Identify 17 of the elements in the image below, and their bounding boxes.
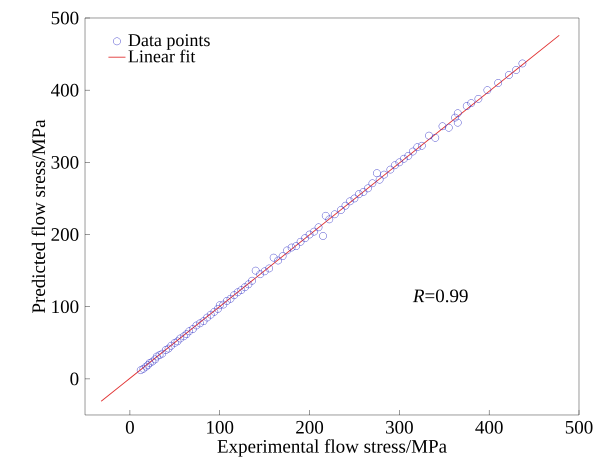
x-tick-label: 0 (126, 420, 134, 434)
x-tick-label: 300 (386, 420, 413, 434)
legend-label: Data points (128, 34, 210, 50)
x-tick-label: 100 (207, 420, 234, 434)
y-tick-label: 200 (51, 228, 78, 241)
y-tick-label: 400 (51, 84, 78, 97)
y-tick-label: 300 (52, 156, 78, 169)
annotation: R=0.99 (412, 289, 468, 302)
y-tick-label: 100 (52, 300, 78, 314)
x-tick-label: 500 (566, 420, 593, 434)
x-axis-title: Experimental flow stress/MPa (218, 439, 447, 457)
x-tick-label: 400 (475, 420, 503, 434)
y-tick-label: 500 (52, 12, 78, 24)
y-tick-label: 0 (70, 372, 78, 386)
y-axis-title: Predicted flow sress/MPa (32, 120, 46, 314)
x-tick-label: 200 (296, 420, 324, 434)
legend-label: Linear fit (128, 50, 196, 62)
